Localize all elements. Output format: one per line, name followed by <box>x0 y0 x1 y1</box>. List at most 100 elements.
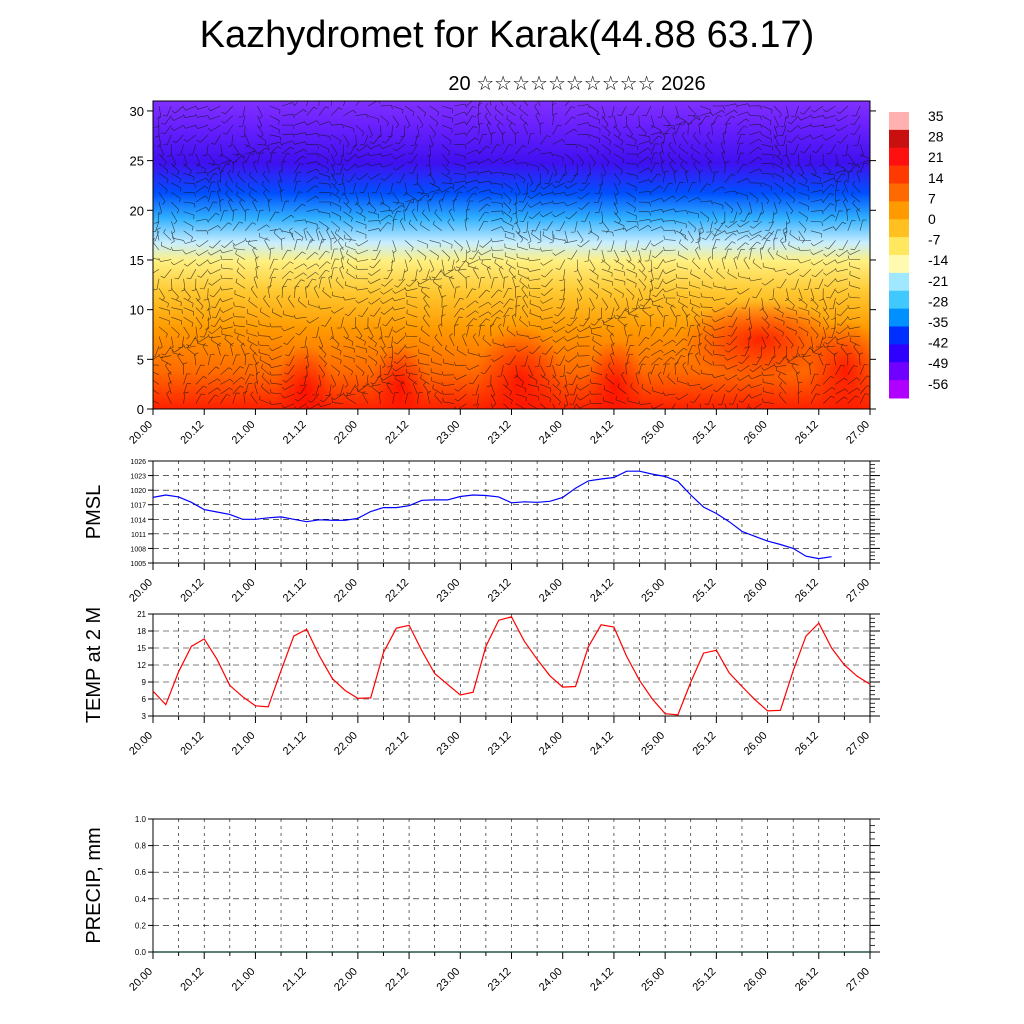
colorbar-swatch <box>889 326 909 345</box>
x-tick-label: 24.00 <box>537 966 565 994</box>
y-tick-label: 25 <box>130 154 144 169</box>
y-axis-title: PRECIP, mm <box>83 827 105 943</box>
x-tick-label: 20.12 <box>178 730 206 758</box>
x-tick-label: 20.00 <box>127 966 155 994</box>
x-tick-label: 27.00 <box>844 419 872 447</box>
x-tick-label: 22.00 <box>332 577 360 605</box>
y-axis-title: TEMP at 2 M <box>83 607 105 723</box>
colorbar-swatch <box>889 362 909 381</box>
colorbar-swatch <box>889 112 909 131</box>
y-tick-label: 12 <box>137 661 146 670</box>
precipitation-panel: 0.0 0.2 0.4 0.6 0.8 1.0 20.00 20.12 21.00 21.12 22… <box>83 815 880 994</box>
x-tick-label: 21.12 <box>281 966 309 994</box>
x-tick-label: 23.12 <box>486 966 514 994</box>
x-tick-label: 27.00 <box>844 966 872 994</box>
y-tick-label: 0 <box>137 402 144 417</box>
colorbar-label: 7 <box>928 190 936 206</box>
x-tick-label: 23.00 <box>434 730 462 758</box>
colorbar-label: -49 <box>928 355 948 371</box>
y-tick-label: 1011 <box>131 532 146 539</box>
x-tick-label: 20.12 <box>178 419 206 447</box>
series-line <box>152 470 832 560</box>
colorbar-swatch <box>889 290 909 310</box>
temperature-panel: 3 6 9 12 15 18 21 20.00 20.12 21.00 21.12 22.00 22.1… <box>83 607 880 758</box>
x-tick-label: 23.00 <box>434 966 462 994</box>
cross-section-y-axis: 0 5 10 15 20 25 30 <box>130 104 876 417</box>
y-tick-label: 1026 <box>130 459 146 466</box>
y-tick-label: 0.4 <box>135 895 147 904</box>
y-tick-label: 0.8 <box>135 842 147 851</box>
x-tick-label: 22.00 <box>332 419 360 447</box>
y-tick-label: 3 <box>142 712 147 721</box>
x-tick-label: 25.12 <box>691 577 719 605</box>
y-axis-title: PMSL <box>83 485 105 539</box>
y-tick-label: 1020 <box>130 488 146 495</box>
x-tick-label: 26.00 <box>742 419 770 447</box>
x-tick-label: 21.00 <box>230 966 258 994</box>
x-tick-label: 25.00 <box>639 577 667 605</box>
colorbar-swatch <box>889 308 909 327</box>
x-tick-label: 26.12 <box>793 966 821 994</box>
colorbar-swatch <box>889 147 909 167</box>
y-tick-label: 1.0 <box>135 815 147 824</box>
y-tick-label: 0.0 <box>135 948 147 957</box>
x-tick-label: 22.12 <box>383 419 411 447</box>
x-tick-label: 20.12 <box>178 966 206 994</box>
x-tick-label: 23.12 <box>486 577 514 605</box>
x-tick-label: 22.00 <box>332 730 360 758</box>
x-tick-label: 22.12 <box>383 966 411 994</box>
colorbar-swatch <box>889 380 909 399</box>
wind-barb-field <box>153 101 870 409</box>
colorbar-label: -14 <box>928 252 948 268</box>
x-tick-label: 21.12 <box>281 577 309 605</box>
x-tick-label: 24.00 <box>537 730 565 758</box>
colorbar: 35 28 21 14 7 0 -7 -14 -21 -28 -35 -42 -49 -56 <box>889 108 948 399</box>
colorbar-label: -56 <box>928 376 948 392</box>
colorbar-label: 35 <box>928 108 944 124</box>
series-line <box>152 616 871 716</box>
x-tick-label: 25.12 <box>691 730 719 758</box>
y-tick-label: 6 <box>142 695 147 704</box>
colorbar-label: 14 <box>928 170 944 186</box>
x-tick-label: 25.12 <box>691 419 719 447</box>
x-tick-label: 25.00 <box>639 419 667 447</box>
colorbar-label: -35 <box>928 314 948 330</box>
colorbar-swatch <box>889 255 909 274</box>
y-tick-label: 9 <box>142 678 147 687</box>
x-tick-label: 21.12 <box>281 730 309 758</box>
x-tick-label: 22.12 <box>383 730 411 758</box>
y-tick-label: 15 <box>137 644 146 653</box>
y-tick-label: 1023 <box>130 474 146 481</box>
colorbar-swatch <box>889 272 909 292</box>
page-title: Kazhydromet for Karak(44.88 63.17) <box>199 14 815 56</box>
y-tick-label: 0.2 <box>135 921 147 930</box>
y-tick-label: 1014 <box>130 517 146 524</box>
colorbar-label: -7 <box>928 232 941 248</box>
y-tick-label: 18 <box>137 627 146 636</box>
y-tick-label: 30 <box>130 104 144 119</box>
colorbar-swatch <box>889 129 909 149</box>
x-tick-label: 20.00 <box>127 419 155 447</box>
colorbar-swatch <box>889 237 909 256</box>
x-tick-label: 24.12 <box>588 966 616 994</box>
colorbar-swatch <box>889 219 909 238</box>
pmsl-panel: 1005 1008 1011 1014 1017 1020 1023 1026 20.00 20.… <box>83 459 880 605</box>
y-tick-label: 1008 <box>130 546 146 553</box>
x-tick-label: 26.12 <box>793 730 821 758</box>
x-tick-label: 22.12 <box>383 577 411 605</box>
x-tick-label: 26.12 <box>793 577 821 605</box>
y-tick-label: 1005 <box>130 561 146 568</box>
x-tick-label: 21.00 <box>230 730 258 758</box>
cross-section-panel: 0 5 10 15 20 25 30 20.00 20.12 21.00 21.12 22.00 22… <box>127 100 876 447</box>
x-tick-label: 21.12 <box>281 419 309 447</box>
y-tick-label: 20 <box>130 203 144 218</box>
y-tick-label: 15 <box>130 253 144 268</box>
colorbar-label: 21 <box>928 149 944 165</box>
x-tick-label: 26.00 <box>742 966 770 994</box>
x-tick-label: 26.00 <box>742 577 770 605</box>
colorbar-label: -28 <box>928 293 948 309</box>
colorbar-swatch <box>889 201 909 220</box>
y-tick-label: 10 <box>130 303 144 318</box>
x-tick-label: 27.00 <box>844 577 872 605</box>
